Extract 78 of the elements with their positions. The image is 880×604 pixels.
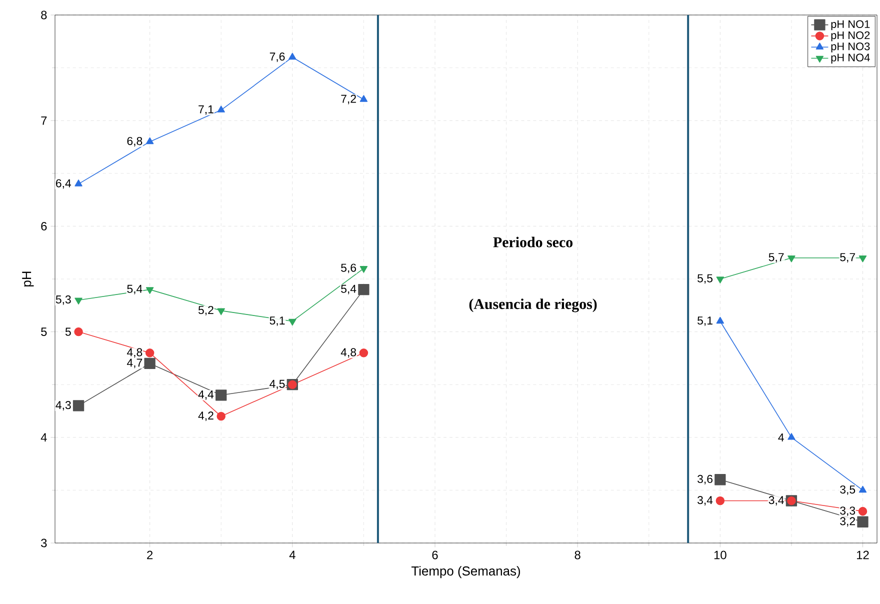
data-label: 3,4 — [698, 496, 713, 506]
data-label: 7,6 — [270, 52, 285, 62]
data-label: 4,3 — [56, 400, 71, 410]
point — [217, 106, 225, 112]
annotation: (Ausencia de riegos) — [469, 298, 597, 312]
legend-label: pH NO2 — [831, 31, 870, 42]
data-label: 3,2 — [840, 517, 855, 527]
point — [360, 266, 368, 273]
point — [288, 52, 296, 60]
annotation: Periodo seco — [493, 236, 573, 248]
data-label: 5,1 — [698, 316, 712, 326]
data-label: 5,7 — [840, 253, 855, 263]
y-tick-label: 4 — [40, 433, 47, 442]
x-tick-label: 2 — [147, 550, 153, 560]
data-label: 5,1 — [270, 316, 285, 326]
data-label: 5,7 — [768, 253, 784, 263]
data-label: 7,2 — [341, 94, 356, 104]
x-tick-label: 4 — [289, 550, 296, 559]
point — [716, 496, 725, 506]
point — [358, 284, 370, 296]
legend-label: pH NO3 — [831, 42, 870, 52]
data-label: 4,4 — [198, 390, 214, 400]
x-axis-title: Tiempo (Semanas) — [411, 566, 520, 578]
point — [788, 433, 796, 440]
point — [858, 255, 867, 262]
point — [145, 348, 154, 358]
y-axis-title: pH — [22, 272, 34, 286]
x-tick-label: 8 — [574, 550, 580, 560]
x-tick-label: 6 — [432, 550, 438, 560]
point — [288, 318, 296, 326]
y-tick-label: 7 — [41, 116, 47, 125]
data-label: 3,5 — [840, 485, 856, 495]
point — [144, 358, 156, 370]
data-label: 3,6 — [698, 474, 712, 484]
data-label: 4 — [778, 433, 784, 442]
point — [360, 95, 368, 102]
data-label: 4,8 — [340, 348, 356, 358]
point — [857, 516, 868, 528]
point — [359, 348, 368, 358]
data-label: 5,6 — [341, 264, 356, 274]
point — [146, 287, 154, 294]
data-label: 4,7 — [126, 358, 142, 368]
y-tick-label: 3 — [41, 538, 47, 548]
data-label: 4,2 — [198, 412, 214, 422]
data-label: 4,8 — [126, 348, 142, 358]
point — [216, 390, 227, 401]
data-label: 6,8 — [127, 136, 142, 146]
point — [788, 255, 796, 262]
point — [146, 137, 154, 144]
x-tick-label: 10 — [714, 550, 726, 560]
point — [858, 506, 868, 516]
point — [72, 400, 84, 412]
data-label: 3,3 — [840, 506, 856, 516]
data-label: 4,5 — [270, 380, 285, 390]
point — [74, 327, 83, 336]
point — [74, 180, 82, 186]
data-label: 5,2 — [198, 306, 214, 316]
point — [74, 298, 82, 305]
y-tick-label: 5 — [41, 328, 47, 336]
point — [716, 276, 724, 284]
x-tick-label: 12 — [857, 550, 869, 560]
data-label: 5,4 — [127, 284, 142, 294]
data-label: 5 — [65, 328, 71, 336]
point — [716, 316, 724, 324]
data-label: 5,4 — [341, 284, 356, 294]
data-label: 5,5 — [698, 274, 713, 284]
data-label: 7,1 — [198, 105, 214, 115]
y-tick-label: 6 — [41, 222, 47, 230]
y-tick-label: 8 — [41, 10, 47, 20]
data-label: 6,4 — [56, 179, 72, 189]
legend-label: pH NO4 — [831, 54, 870, 64]
data-label: 3,4 — [768, 496, 784, 506]
point — [858, 486, 867, 493]
legend-label: pH NO1 — [831, 20, 870, 30]
point — [216, 412, 226, 421]
point — [217, 308, 225, 316]
data-label: 5,3 — [56, 295, 71, 305]
point — [714, 474, 726, 486]
